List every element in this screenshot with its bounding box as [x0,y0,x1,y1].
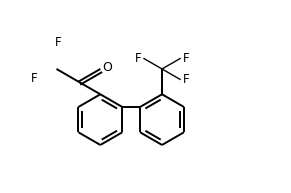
Text: O: O [102,61,112,74]
Text: F: F [55,36,62,49]
Text: F: F [31,72,38,85]
Text: F: F [182,73,189,86]
Text: F: F [135,52,142,65]
Text: F: F [182,52,189,65]
